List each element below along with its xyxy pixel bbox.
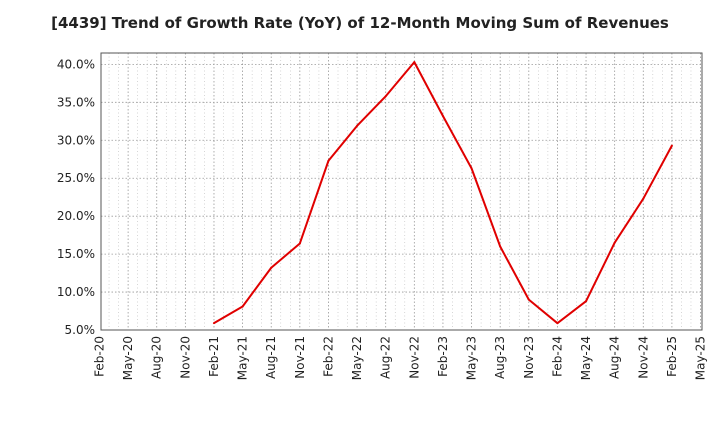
data-point (556, 322, 559, 325)
x-tick-label: Feb-20 (93, 336, 107, 377)
x-tick-label: Nov-22 (407, 336, 421, 379)
y-tick-label: 20.0% (57, 209, 95, 223)
data-point (212, 322, 215, 325)
x-tick-label: Feb-24 (550, 336, 564, 377)
plot-area (101, 53, 702, 330)
x-tick-label: Aug-20 (150, 336, 164, 379)
x-tick-label: Feb-25 (665, 336, 679, 377)
data-point (527, 298, 530, 301)
data-point (327, 159, 330, 162)
y-tick-label: 5.0% (65, 323, 96, 337)
x-tick-label: May-23 (465, 336, 479, 380)
x-tick-label: Aug-24 (608, 336, 622, 379)
x-tick-label: Aug-21 (264, 336, 278, 379)
y-tick-label: 25.0% (57, 171, 95, 185)
x-tick-label: May-25 (694, 336, 708, 380)
data-point (298, 242, 301, 245)
data-point (470, 167, 473, 170)
x-tick-label: Feb-22 (321, 336, 335, 377)
y-tick-label: 15.0% (57, 247, 95, 261)
x-tick-label: Nov-21 (293, 336, 307, 379)
plot-frame (100, 52, 703, 331)
data-point (670, 144, 673, 147)
x-tick-label: May-24 (579, 336, 593, 380)
x-tick-label: May-22 (350, 336, 364, 380)
data-point (613, 241, 616, 244)
x-tick-label: May-20 (121, 336, 135, 380)
data-point (356, 124, 359, 127)
data-point (413, 61, 416, 64)
chart-title: [4439] Trend of Growth Rate (YoY) of 12-… (51, 14, 669, 32)
x-tick-label: Feb-23 (436, 336, 450, 377)
data-point (642, 197, 645, 200)
y-tick-label: 35.0% (57, 95, 95, 109)
x-tick-label: Nov-23 (522, 336, 536, 379)
x-tick-label: Feb-21 (207, 336, 221, 377)
data-point (585, 300, 588, 303)
x-tick-label: Nov-20 (178, 336, 192, 379)
y-tick-label: 40.0% (57, 57, 95, 71)
x-tick-label: Aug-22 (379, 336, 393, 379)
y-tick-label: 10.0% (57, 285, 95, 299)
x-tick-label: Nov-24 (636, 336, 650, 379)
x-tick-label: Aug-23 (493, 336, 507, 379)
data-point (441, 114, 444, 117)
data-point (384, 95, 387, 98)
data-point (270, 266, 273, 269)
data-point (241, 305, 244, 308)
data-point (499, 245, 502, 248)
y-tick-label: 30.0% (57, 133, 95, 147)
x-tick-label: May-21 (236, 336, 250, 380)
